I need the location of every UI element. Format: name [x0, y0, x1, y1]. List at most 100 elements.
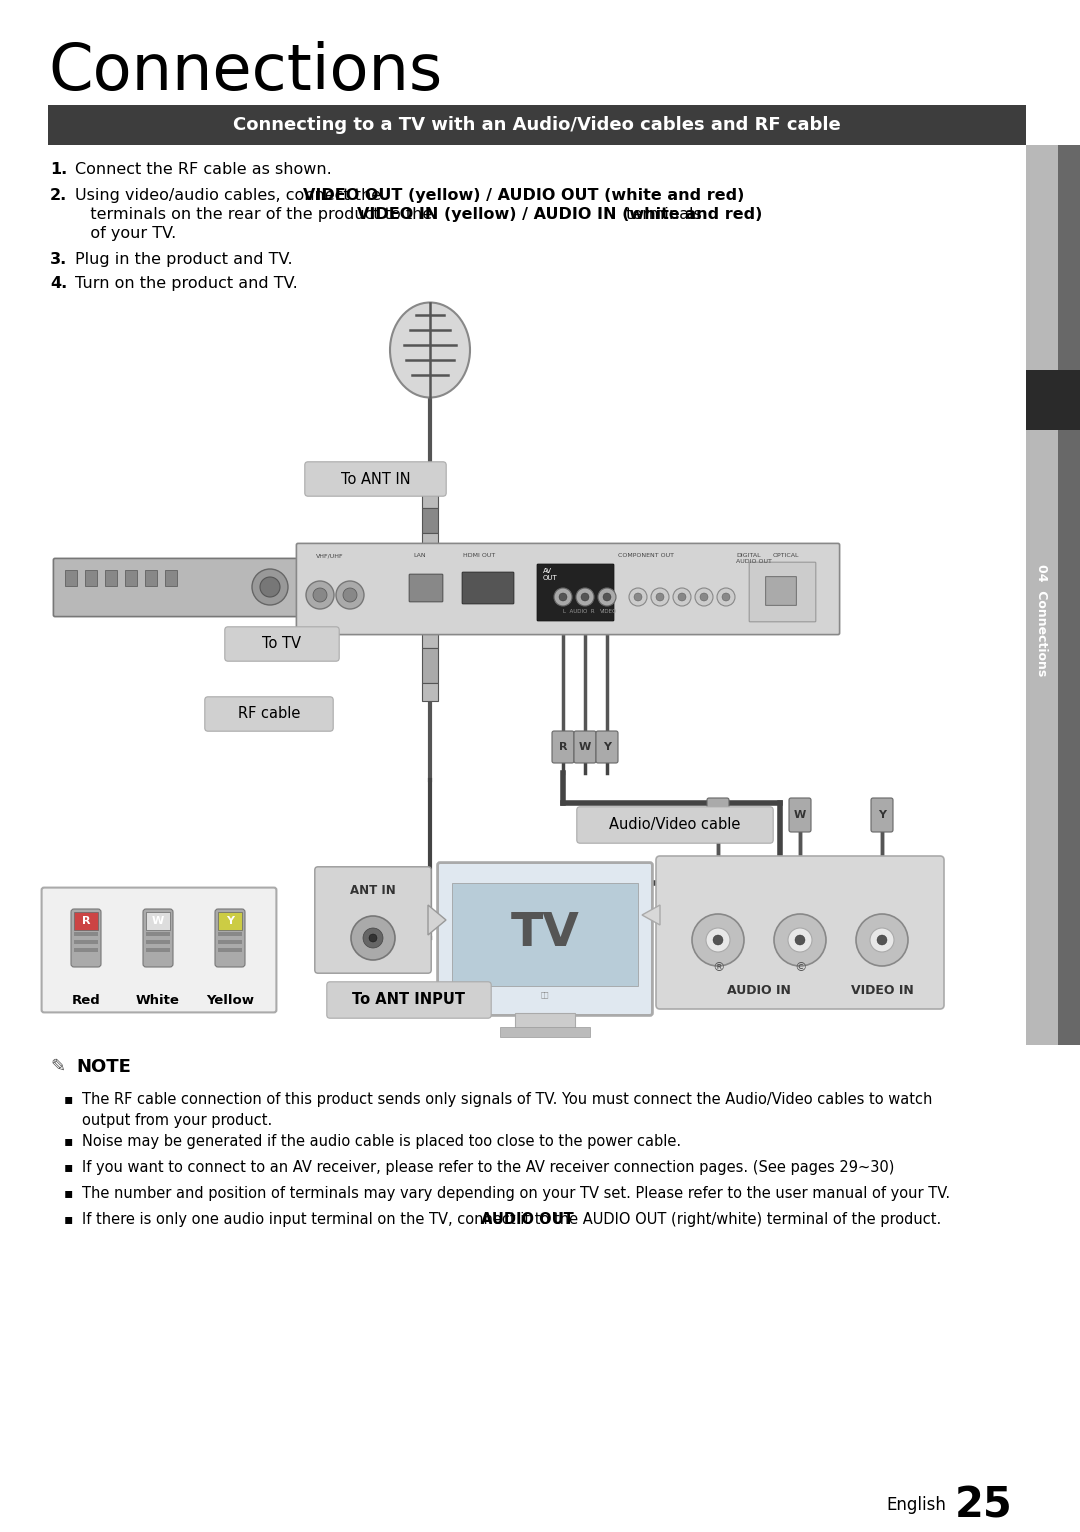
- Circle shape: [629, 588, 647, 607]
- Bar: [145, 570, 157, 587]
- Bar: [218, 948, 242, 951]
- Text: ▪: ▪: [64, 1160, 73, 1174]
- Text: VIDEO OUT (yellow) / AUDIO OUT (white and red): VIDEO OUT (yellow) / AUDIO OUT (white an…: [303, 188, 744, 204]
- Text: L  AUDIO  R: L AUDIO R: [563, 610, 595, 614]
- FancyBboxPatch shape: [552, 731, 573, 763]
- Text: ▪: ▪: [64, 1186, 73, 1200]
- FancyBboxPatch shape: [462, 571, 514, 604]
- Text: VIDEO: VIDEO: [600, 610, 618, 614]
- Circle shape: [343, 588, 357, 602]
- Circle shape: [696, 588, 713, 607]
- Bar: [165, 570, 177, 587]
- FancyBboxPatch shape: [573, 731, 596, 763]
- Text: Using video/audio cables, connect the: Using video/audio cables, connect the: [75, 188, 387, 204]
- FancyBboxPatch shape: [296, 544, 839, 634]
- Circle shape: [692, 915, 744, 967]
- Circle shape: [706, 928, 730, 951]
- Text: 4.: 4.: [50, 276, 67, 291]
- FancyBboxPatch shape: [327, 982, 491, 1019]
- Text: TV: TV: [511, 912, 580, 956]
- Bar: [146, 948, 170, 951]
- Text: Y: Y: [603, 741, 611, 752]
- Circle shape: [700, 593, 708, 601]
- Bar: [75, 948, 98, 951]
- Text: COMPONENT OUT: COMPONENT OUT: [618, 553, 674, 558]
- Text: White: White: [136, 993, 180, 1007]
- Text: 04  Connections: 04 Connections: [1036, 564, 1049, 676]
- Circle shape: [673, 588, 691, 607]
- Text: The number and position of terminals may vary depending on your TV set. Please r: The number and position of terminals may…: [82, 1186, 950, 1201]
- Text: terminals on the rear of the product to the: terminals on the rear of the product to …: [75, 207, 437, 222]
- Circle shape: [774, 915, 826, 967]
- Text: ©: ©: [794, 962, 807, 974]
- Circle shape: [369, 935, 377, 942]
- Bar: [422, 533, 438, 552]
- Text: R: R: [714, 810, 723, 820]
- Text: AV
OUT: AV OUT: [543, 568, 557, 581]
- Bar: [146, 912, 170, 930]
- Text: VIDEO IN: VIDEO IN: [851, 984, 914, 996]
- FancyBboxPatch shape: [870, 798, 893, 832]
- FancyBboxPatch shape: [42, 887, 276, 1013]
- FancyBboxPatch shape: [409, 574, 443, 602]
- Ellipse shape: [390, 302, 470, 397]
- FancyBboxPatch shape: [577, 807, 773, 843]
- Circle shape: [598, 588, 616, 607]
- Text: RF cable: RF cable: [238, 706, 300, 722]
- Polygon shape: [428, 905, 446, 935]
- Text: W: W: [794, 810, 806, 820]
- Bar: [422, 509, 438, 533]
- Text: 3.: 3.: [50, 251, 67, 267]
- Bar: [218, 931, 242, 936]
- Circle shape: [351, 916, 395, 961]
- Text: VIDEO IN (yellow) / AUDIO IN (white and red): VIDEO IN (yellow) / AUDIO IN (white and …: [357, 207, 762, 222]
- Bar: [75, 931, 98, 936]
- Text: Y: Y: [878, 810, 886, 820]
- Circle shape: [651, 588, 669, 607]
- Bar: [422, 490, 438, 509]
- FancyBboxPatch shape: [143, 908, 173, 967]
- FancyBboxPatch shape: [656, 856, 944, 1010]
- Text: Plug in the product and TV.: Plug in the product and TV.: [75, 251, 293, 267]
- Bar: [500, 1026, 590, 1037]
- Text: ®: ®: [712, 962, 725, 974]
- Bar: [146, 941, 170, 944]
- Bar: [65, 570, 77, 587]
- Text: Yellow: Yellow: [206, 993, 254, 1007]
- Bar: [422, 683, 438, 702]
- Text: English: English: [886, 1497, 946, 1514]
- Bar: [218, 912, 242, 930]
- FancyBboxPatch shape: [71, 908, 102, 967]
- Bar: [1026, 146, 1058, 1045]
- FancyBboxPatch shape: [537, 564, 613, 620]
- Circle shape: [363, 928, 383, 948]
- FancyBboxPatch shape: [437, 863, 652, 1016]
- Text: ANT IN: ANT IN: [350, 884, 396, 896]
- Bar: [1026, 371, 1080, 430]
- Circle shape: [252, 568, 288, 605]
- Text: terminals: terminals: [621, 207, 702, 222]
- Circle shape: [678, 593, 686, 601]
- Text: Connecting to a TV with an Audio/Video cables and RF cable: Connecting to a TV with an Audio/Video c…: [233, 116, 841, 133]
- Circle shape: [723, 593, 730, 601]
- Polygon shape: [642, 905, 660, 925]
- Text: To TV: To TV: [262, 636, 301, 651]
- Text: If you want to connect to an AV receiver, please refer to the AV receiver connec: If you want to connect to an AV receiver…: [82, 1160, 894, 1175]
- Circle shape: [603, 593, 611, 601]
- Text: DIGITAL
AUDIO OUT: DIGITAL AUDIO OUT: [735, 553, 772, 564]
- Circle shape: [795, 935, 805, 945]
- FancyBboxPatch shape: [225, 627, 339, 662]
- Bar: [218, 941, 242, 944]
- Circle shape: [877, 935, 887, 945]
- Bar: [125, 570, 137, 587]
- Bar: [105, 570, 117, 587]
- Circle shape: [336, 581, 364, 610]
- Text: NOTE: NOTE: [76, 1059, 131, 1075]
- Text: AUDIO OUT: AUDIO OUT: [481, 1212, 573, 1227]
- Text: ✎: ✎: [50, 1059, 65, 1075]
- FancyBboxPatch shape: [707, 798, 729, 832]
- Circle shape: [554, 588, 572, 607]
- Circle shape: [576, 588, 594, 607]
- FancyBboxPatch shape: [53, 558, 322, 616]
- Text: To ANT INPUT: To ANT INPUT: [352, 993, 465, 1008]
